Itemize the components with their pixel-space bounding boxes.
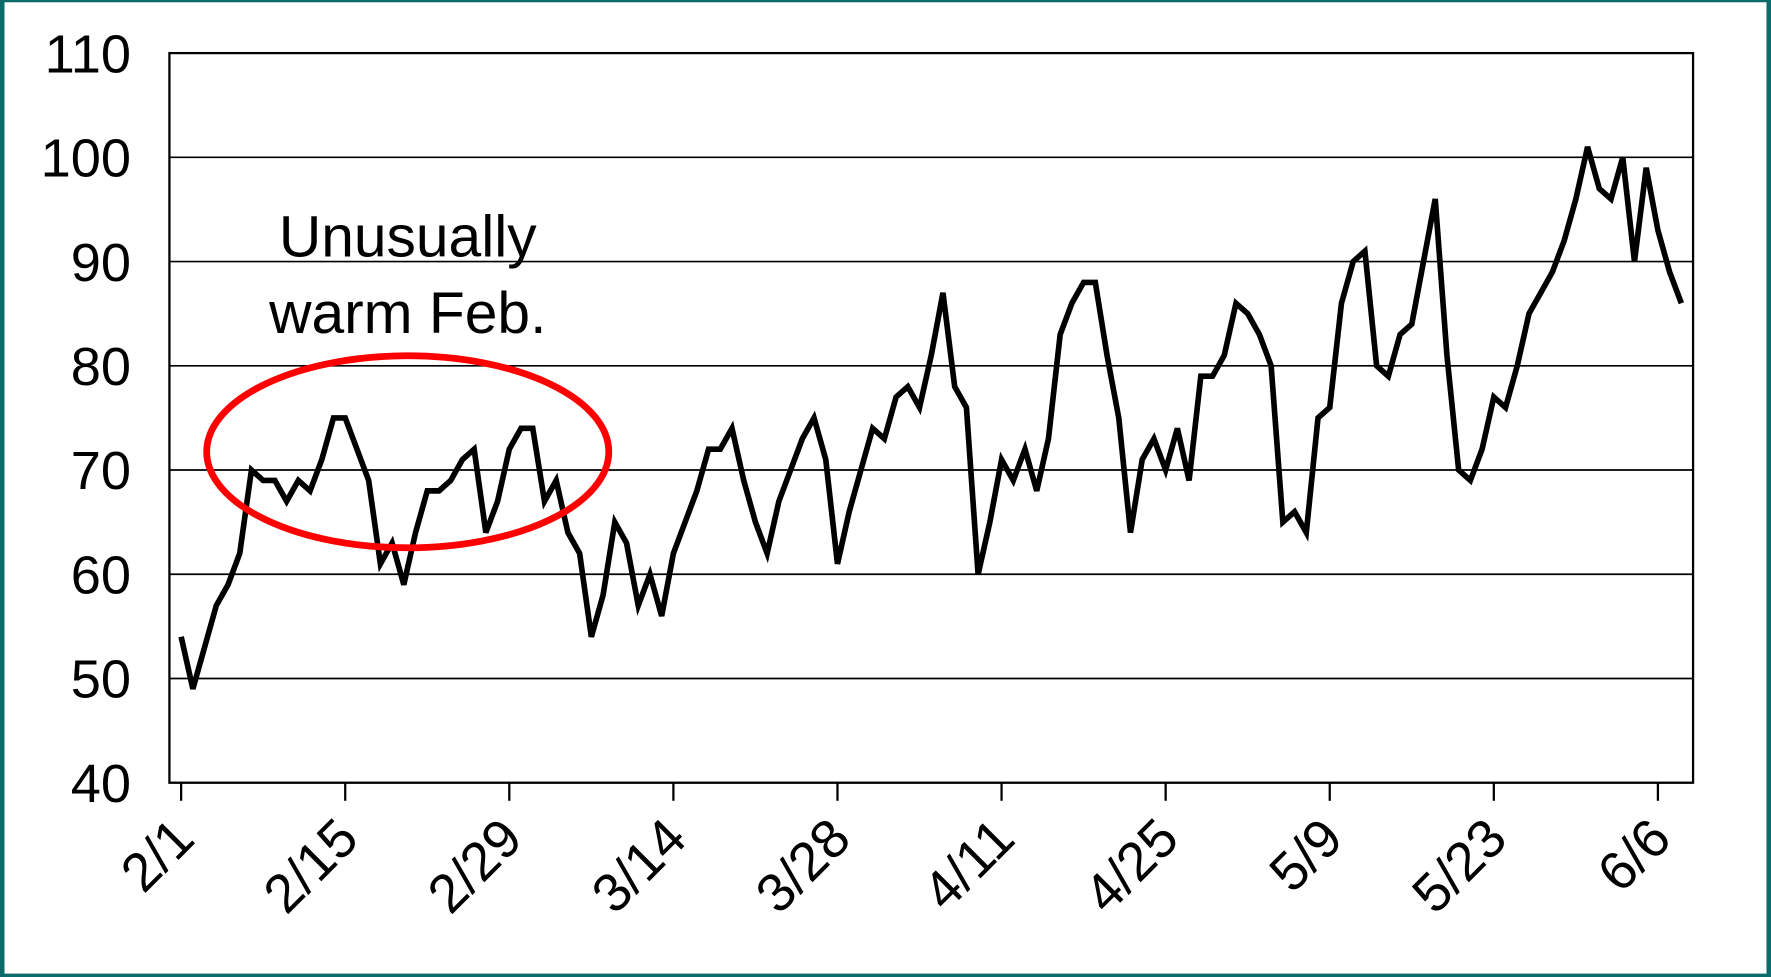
annotation-text: warm Feb. <box>268 281 546 346</box>
annotation-ellipse <box>203 352 613 552</box>
y-tick-label: 80 <box>71 337 131 397</box>
y-tick-label: 110 <box>45 24 131 84</box>
y-tick-label: 90 <box>71 233 131 293</box>
plot-area <box>168 51 1695 784</box>
data-line <box>178 146 1684 690</box>
y-tick-label: 40 <box>71 754 131 814</box>
y-tick-label: 50 <box>71 650 131 710</box>
annotation-text: Unusually <box>279 204 537 269</box>
y-tick-label: 100 <box>41 129 131 189</box>
y-tick-label: 60 <box>71 545 131 605</box>
y-tick-label: 70 <box>71 441 131 501</box>
